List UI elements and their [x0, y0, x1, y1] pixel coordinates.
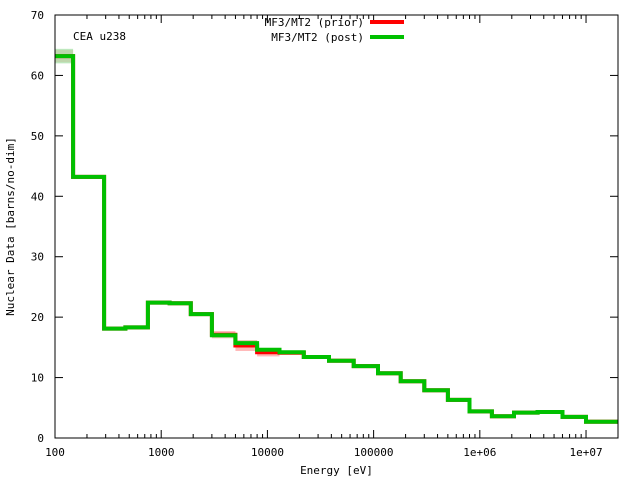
x-tick-label: 1000	[148, 446, 175, 459]
y-tick-label: 20	[31, 311, 44, 324]
y-tick-label: 40	[31, 190, 44, 203]
axis-ticks	[54, 14, 618, 439]
x-tick-label: 100000	[354, 446, 394, 459]
series-lines	[55, 54, 618, 424]
chart-annotation: CEA u238	[73, 30, 126, 43]
x-tick-labels: 100 1000 10000 100000 1e+06 1e+07	[45, 446, 603, 459]
y-tick-label: 10	[31, 372, 44, 385]
x-axis-label: Energy [eV]	[300, 464, 373, 477]
y-tick-label: 60	[31, 69, 44, 82]
series-line-post	[55, 54, 618, 424]
plot-frame	[54, 14, 619, 439]
y-tick-label: 70	[31, 9, 44, 22]
legend: MF3/MT2 (prior) MF3/MT2 (post)	[265, 16, 404, 44]
y-tick-label: 50	[31, 130, 44, 143]
y-axis-label: Nuclear Data [barns/no-dim]	[4, 137, 17, 316]
x-tick-label: 1e+06	[463, 446, 496, 459]
y-tick-label: 30	[31, 251, 44, 264]
x-tick-label: 10000	[251, 446, 284, 459]
x-tick-label: 1e+07	[569, 446, 602, 459]
legend-label-prior: MF3/MT2 (prior)	[265, 16, 364, 29]
series-line-prior	[55, 54, 618, 424]
y-tick-label: 0	[37, 432, 44, 445]
legend-label-post: MF3/MT2 (post)	[271, 31, 364, 44]
y-tick-labels: 0 10 20 30 40 50 60 70	[31, 9, 44, 445]
x-tick-label: 100	[45, 446, 65, 459]
uncertainty-bands	[55, 48, 618, 424]
